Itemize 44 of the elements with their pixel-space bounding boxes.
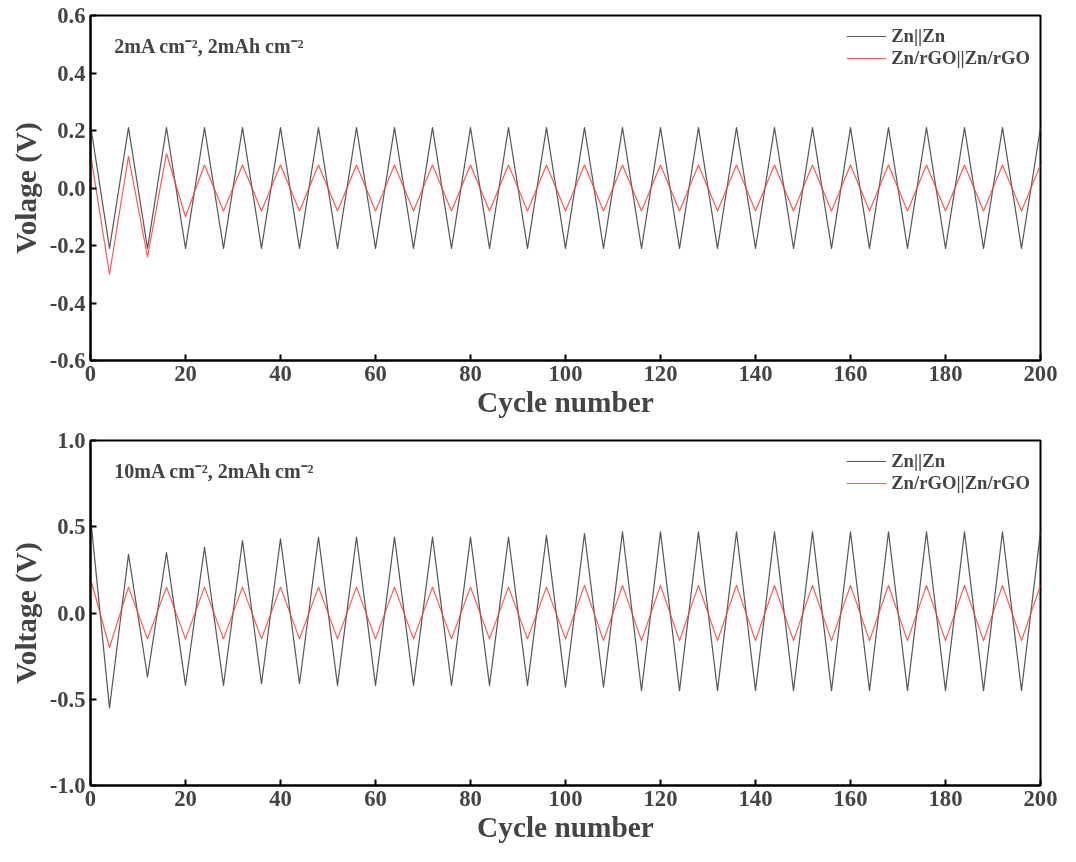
y-tick-label: 0.5 <box>57 514 86 540</box>
x-tick-label: 60 <box>364 785 387 811</box>
y-tick-label: -1.0 <box>49 773 86 798</box>
y-tick-label: 0.2 <box>57 118 86 143</box>
y-tick-label: 0.0 <box>57 600 86 626</box>
x-tick-label: 40 <box>269 785 292 811</box>
x-tick-label: 100 <box>548 360 583 386</box>
legend-label: Zn||Zn <box>891 25 946 47</box>
y-axis-title: Volage (V) <box>9 122 43 254</box>
y-tick-label: -0.5 <box>49 686 86 712</box>
legend-label: Zn||Zn <box>891 450 946 472</box>
x-tick-label: 0 <box>84 785 97 811</box>
x-tick-label: 120 <box>643 360 678 386</box>
x-axis-title: Cycle number <box>477 810 654 843</box>
legend-label: Zn/rGO||Zn/rGO <box>891 47 1030 69</box>
x-tick-label: 140 <box>738 360 773 386</box>
x-tick-label: 160 <box>833 785 868 811</box>
x-tick-label: 120 <box>643 785 678 811</box>
y-tick-label: 0.4 <box>57 60 86 86</box>
x-tick-label: 180 <box>928 360 963 386</box>
x-tick-label: 100 <box>548 785 583 811</box>
y-tick-label: -0.2 <box>49 233 86 258</box>
x-tick-label: 0 <box>84 360 97 386</box>
x-tick-label: 200 <box>1023 785 1058 811</box>
x-tick-label: 200 <box>1023 360 1058 386</box>
annotation: 10mA cm⁻², 2mAh cm⁻² <box>114 459 314 482</box>
y-tick-label: 1.0 <box>57 428 86 453</box>
x-tick-label: 80 <box>459 785 482 811</box>
y-tick-label: 0.6 <box>57 3 86 28</box>
x-tick-label: 140 <box>738 785 773 811</box>
x-tick-label: 20 <box>174 360 197 386</box>
y-axis-title: Voltage (V) <box>9 542 43 684</box>
x-tick-label: 160 <box>833 360 868 386</box>
x-tick-label: 180 <box>928 785 963 811</box>
legend-label: Zn/rGO||Zn/rGO <box>891 472 1030 494</box>
x-axis-title: Cycle number <box>477 385 654 418</box>
x-tick-label: 40 <box>269 360 292 386</box>
x-tick-label: 60 <box>364 360 387 386</box>
x-tick-label: 20 <box>174 785 197 811</box>
y-tick-label: -0.6 <box>49 348 86 373</box>
annotation: 2mA cm⁻², 2mAh cm⁻² <box>114 34 304 57</box>
x-tick-label: 80 <box>459 360 482 386</box>
y-tick-label: 0.0 <box>57 175 86 201</box>
y-tick-label: -0.4 <box>49 290 86 316</box>
